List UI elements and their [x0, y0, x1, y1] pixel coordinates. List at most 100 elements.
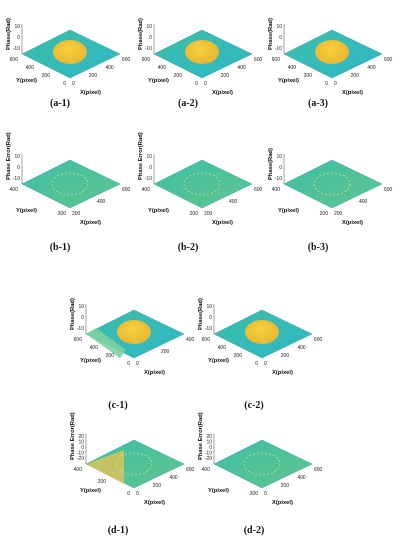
y-axis-label: Y(pixel) [80, 358, 101, 364]
x-tick-label: 600 [122, 187, 131, 193]
panel-caption: (b-1) [49, 242, 71, 253]
surface-plane [153, 159, 253, 209]
z-tick-label: 0 [17, 165, 20, 171]
x-tick-label: 0 [136, 361, 139, 367]
z-tick-label: 0 [17, 35, 20, 41]
y-tick-label: 200 [304, 73, 313, 79]
x-axis-label: X(pixel) [212, 220, 233, 226]
z-tick-label: 0 [279, 35, 282, 41]
dome-shape [315, 40, 349, 64]
y-tick-label: 0 [127, 361, 130, 367]
z-axis-label: Phase(Rad) [268, 18, 274, 50]
surface-plot-d2: 20 10 0 -10 -20 Phase Error(Rad) 0 200 400 600 X(p… [198, 412, 330, 510]
y-tick-label: 200 [42, 73, 51, 79]
z-tick-label: -10 [145, 46, 152, 52]
y-tick-label: 600 [10, 57, 19, 63]
panel-caption: (d-1) [107, 525, 129, 536]
surface-plot-b1: 10 0 -10 Phase Error(Rad) 200 400 600 X(pixel) 2… [6, 132, 138, 230]
panel-caption: (b-2) [177, 242, 199, 253]
surface-plot-c1: 10 0 -10 Phase(Rad) 0 200 400 X(pixel) 0 200 400 60… [70, 290, 202, 380]
panel-caption: (d-2) [243, 525, 265, 536]
x-tick-label: 0 [334, 81, 337, 87]
error-ring [313, 172, 351, 196]
y-tick-label: 400 [142, 187, 151, 193]
x-tick-label: 400 [169, 475, 178, 481]
z-axis-label: Phase Error(Rad) [70, 412, 76, 460]
x-tick-label: 400 [186, 337, 195, 343]
z-axis-label: Phase(Rad) [198, 298, 204, 330]
y-axis-label: Y(pixel) [16, 208, 37, 214]
surface-plot-a3: 10 0 -10 Phase(Rad) 0 200 400 600 X(pixel) 0 200 40… [268, 10, 400, 100]
panel-caption: (b-3) [307, 242, 329, 253]
surface-plot-b3: 10 0 -10 Phase(Rad) 200 400 600 X(pixel) 200 400 Y… [268, 140, 400, 230]
surface-plot-b2: 10 0 -10 Phase Error(Rad) 200 400 600 X(pixel) 2… [138, 132, 270, 230]
z-tick-label: 10 [276, 154, 282, 160]
dome-shape [185, 40, 219, 64]
surface-plot-a1: 10 0 -10 Phase(Rad) 0 200 400 600 X(pixel) 0 200 40… [6, 10, 138, 100]
x-tick-label: 400 [297, 475, 306, 481]
surface-plane [213, 439, 313, 489]
x-tick-label: 600 [254, 187, 263, 193]
x-axis-label: X(pixel) [272, 500, 293, 506]
ridge-shape [86, 328, 126, 358]
y-tick-label: 200 [190, 211, 199, 217]
x-tick-label: 400 [237, 65, 246, 71]
error-ring [51, 172, 89, 196]
z-tick-label: 10 [276, 24, 282, 30]
dome-shape [245, 320, 279, 344]
y-tick-label: 600 [142, 57, 151, 63]
z-tick-label: 10 [206, 304, 212, 310]
z-tick-label: -10 [77, 451, 84, 457]
y-axis-label: Y(pixel) [148, 208, 169, 214]
x-tick-label: 400 [229, 199, 238, 205]
y-tick-label: 400 [218, 345, 227, 351]
x-tick-label: 0 [264, 491, 267, 497]
y-tick-label: 400 [202, 467, 211, 473]
gradient-band [86, 450, 124, 484]
z-tick-label: 10 [146, 154, 152, 160]
z-axis-label: Phase(Rad) [268, 148, 274, 180]
y-tick-label: 400 [26, 65, 35, 71]
z-tick-label: -10 [13, 46, 20, 52]
x-tick-label: 600 [186, 467, 195, 473]
z-tick-label: -10 [205, 451, 212, 457]
z-tick-label: -20 [77, 456, 84, 462]
x-tick-label: 0 [264, 361, 267, 367]
x-tick-label: 600 [314, 467, 323, 473]
z-axis-label: Phase Error(Rad) [138, 132, 144, 180]
z-tick-label: 10 [78, 440, 84, 446]
x-tick-label: 600 [254, 57, 263, 63]
y-axis-label: Y(pixel) [278, 208, 299, 214]
y-tick-label: 600 [74, 337, 83, 343]
panel-caption: (a-1) [50, 98, 70, 109]
surface-plot-c2: 10 0 -10 Phase(Rad) 0 200 400 600 X(pixel) 0 200 40… [198, 290, 330, 380]
surface-plot-d1: 20 10 0 -10 -20 Phase Error(Rad) 0 200 400 600 X(p… [70, 412, 202, 510]
y-tick-label: 400 [90, 345, 99, 351]
dome-shape [53, 40, 87, 64]
x-axis-label: X(pixel) [272, 370, 293, 376]
y-axis-label: Y(pixel) [148, 78, 169, 84]
surface-plot-a2: 10 0 -10 Phase(Rad) 0 200 400 600 X(pixel) 0 200 40… [138, 10, 270, 100]
y-tick-label: 400 [288, 65, 297, 71]
z-tick-label: 0 [209, 315, 212, 321]
panel-caption: (a-2) [178, 98, 198, 109]
surface-plane [283, 159, 383, 209]
y-tick-label: 200 [320, 211, 329, 217]
x-tick-label: 200 [72, 211, 81, 217]
z-axis-label: Phase(Rad) [138, 18, 144, 50]
x-tick-label: 600 [314, 337, 323, 343]
z-tick-label: -20 [205, 456, 212, 462]
z-tick-label: -10 [275, 46, 282, 52]
y-axis-label: Y(pixel) [80, 488, 101, 494]
x-tick-label: 600 [122, 57, 131, 63]
y-axis-label: Y(pixel) [16, 78, 37, 84]
x-tick-label: 600 [384, 57, 393, 63]
x-axis-label: X(pixel) [80, 90, 101, 96]
y-tick-label: 200 [250, 491, 259, 497]
